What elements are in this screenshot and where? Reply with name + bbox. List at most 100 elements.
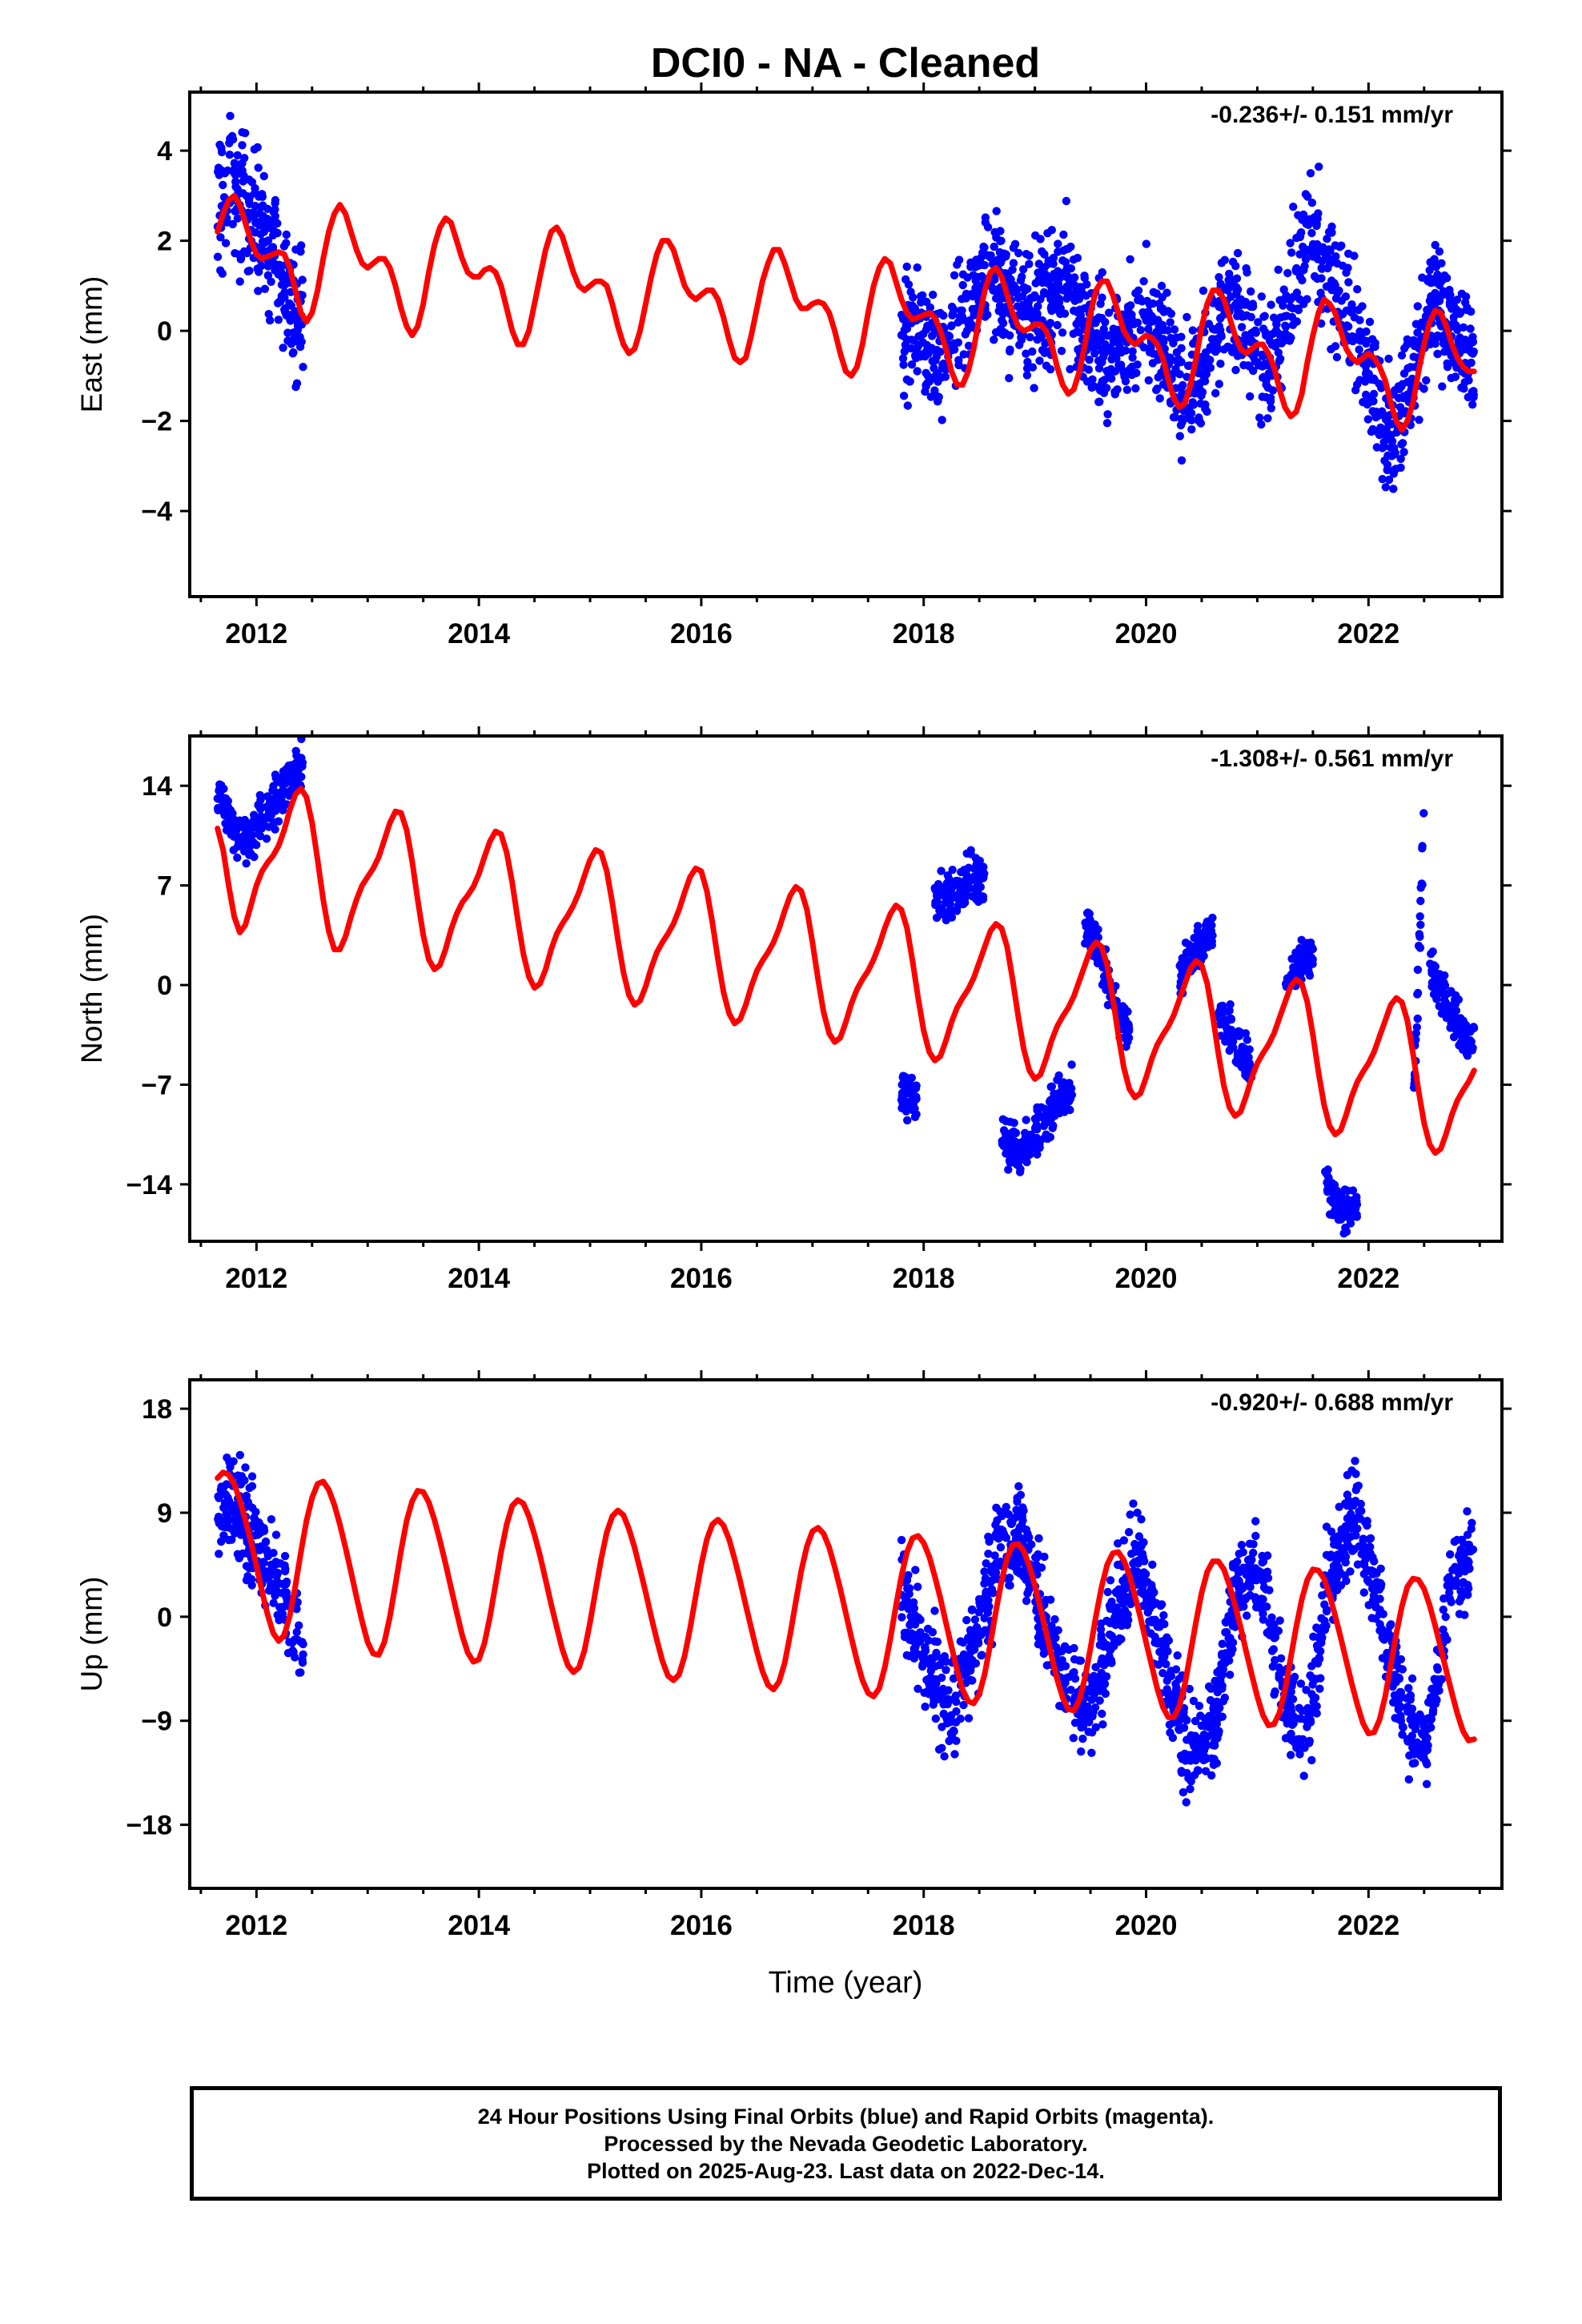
east-data-point	[1126, 301, 1135, 310]
east-data-point	[1177, 456, 1186, 465]
east-data-point	[1175, 432, 1185, 440]
east-data-point	[238, 128, 247, 137]
up-data-point	[1148, 1560, 1157, 1570]
east-data-point	[1131, 384, 1140, 393]
east-data-point	[1361, 362, 1371, 371]
up-y-axis-label: Up (mm)	[75, 1577, 108, 1692]
north-data-point	[1004, 1129, 1014, 1139]
north-data-point	[1086, 915, 1094, 924]
east-data-point	[1139, 277, 1148, 286]
east-data-point	[293, 317, 302, 326]
up-data-point	[1465, 1564, 1474, 1573]
north-data-point	[964, 863, 974, 872]
east-plot-frame	[188, 90, 1504, 598]
up-data-point	[930, 1653, 939, 1662]
north-data-point	[937, 866, 946, 875]
north-y-tick-label: 0	[157, 971, 172, 1001]
up-data-point	[974, 1636, 982, 1646]
up-data-point	[1456, 1550, 1464, 1559]
north-data-point	[1298, 959, 1307, 967]
east-data-point	[902, 324, 912, 333]
north-data-point	[1346, 1219, 1355, 1228]
up-data-point	[980, 1579, 989, 1588]
up-data-point	[934, 1745, 944, 1754]
east-data-point	[1199, 286, 1208, 296]
up-data-point	[1226, 1634, 1235, 1642]
east-data-point	[1030, 384, 1038, 392]
up-data-point	[291, 1635, 299, 1644]
east-data-point	[1457, 383, 1466, 392]
east-data-point	[1337, 296, 1346, 305]
east-data-point	[1360, 377, 1370, 386]
east-data-point	[1040, 250, 1049, 259]
up-data-point	[978, 1651, 986, 1659]
up-data-point	[1464, 1590, 1472, 1599]
up-data-point	[982, 1587, 990, 1597]
east-data-point	[292, 379, 302, 388]
east-data-point	[1152, 385, 1161, 395]
north-data-point	[1022, 1135, 1031, 1144]
north-y-tick-label: −7	[141, 1070, 172, 1100]
east-data-point	[1310, 213, 1319, 222]
up-data-point	[241, 1494, 250, 1503]
up-data-point	[1010, 1529, 1019, 1538]
east-data-point	[1403, 335, 1412, 344]
up-data-point	[1020, 1534, 1030, 1543]
east-data-point	[233, 214, 242, 223]
east-data-point	[1279, 285, 1288, 294]
east-data-point	[939, 311, 948, 320]
north-data-point	[298, 758, 307, 767]
east-data-point	[288, 349, 297, 358]
north-data-point	[279, 806, 287, 814]
east-data-point	[1457, 289, 1467, 298]
east-data-point	[963, 273, 972, 282]
north-data-point	[1351, 1204, 1360, 1213]
east-data-point	[1395, 384, 1404, 393]
east-data-point	[1460, 298, 1470, 307]
north-data-point	[1235, 1031, 1244, 1040]
east-data-point	[254, 287, 263, 296]
east-x-tick-label: 2020	[1115, 618, 1178, 649]
north-data-point	[1183, 957, 1193, 967]
north-data-point	[940, 910, 949, 919]
east-data-point	[1383, 460, 1392, 469]
up-data-point	[1428, 1706, 1438, 1715]
east-data-point	[1382, 412, 1391, 420]
east-data-point	[1335, 243, 1344, 251]
east-data-point	[235, 277, 244, 286]
east-data-point	[1267, 300, 1275, 309]
east-data-point	[1145, 348, 1154, 356]
up-data-point	[970, 1615, 980, 1624]
east-data-point	[998, 310, 1008, 319]
east-data-point	[1074, 316, 1084, 324]
east-data-point	[997, 329, 1006, 338]
up-data-point	[1168, 1690, 1177, 1699]
north-data-point	[226, 827, 235, 836]
north-data-point	[948, 866, 957, 875]
up-data-point	[1084, 1727, 1093, 1736]
north-data-point	[1412, 1023, 1422, 1031]
north-data-point	[1419, 809, 1428, 818]
north-data-point	[1341, 1195, 1351, 1204]
east-data-point	[1300, 248, 1309, 257]
east-data-points	[213, 111, 1479, 493]
north-data-point	[242, 859, 251, 868]
east-data-point	[231, 177, 240, 187]
up-data-point	[1309, 1692, 1318, 1702]
east-data-point	[938, 416, 946, 424]
east-data-point	[1237, 323, 1247, 332]
up-data-point	[1159, 1610, 1168, 1620]
east-data-point	[1036, 295, 1045, 304]
north-data-point	[1011, 1128, 1021, 1138]
up-data-point	[1089, 1694, 1098, 1703]
east-data-point	[1142, 239, 1151, 248]
east-data-point	[1293, 266, 1302, 275]
up-data-point	[1066, 1686, 1075, 1695]
east-data-point	[245, 266, 254, 275]
east-data-point	[1411, 340, 1419, 348]
east-data-point	[259, 227, 268, 236]
up-data-point	[1004, 1510, 1014, 1519]
north-data-point	[1292, 963, 1301, 972]
east-data-point	[213, 252, 223, 261]
